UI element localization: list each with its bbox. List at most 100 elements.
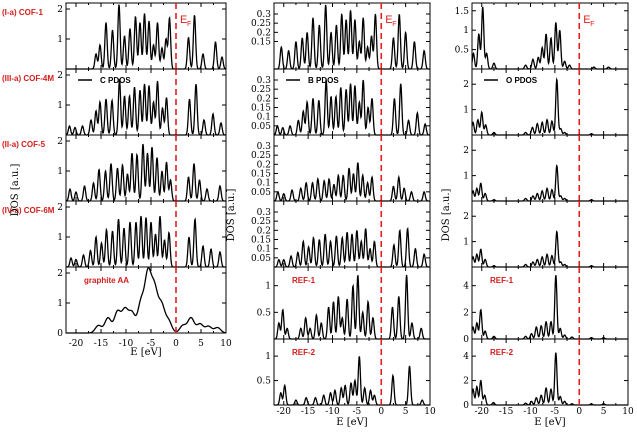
panel-1-3: 1 2 (II-a) COF-5: [2, 134, 227, 202]
dos-curve: [471, 6, 628, 70]
dos-curve: [65, 143, 226, 202]
panel-label: REF-2: [490, 348, 514, 357]
y-tick-label: 0.5: [257, 308, 272, 318]
dos-curve: [274, 4, 430, 70]
x-axis-label: E [eV]: [336, 417, 368, 428]
y-tick-label: 1.5: [455, 7, 470, 17]
y-tick-label: 0.1: [257, 245, 271, 255]
y-tick-label: 0.3: [257, 76, 272, 86]
dos-curve: [66, 4, 227, 70]
x-tick-label: -15: [499, 407, 514, 417]
y-tick-label: 0.5: [257, 377, 272, 387]
fermi-label: E: [583, 14, 590, 26]
y-tick-label: 0.1: [257, 179, 271, 189]
panel-label: (I-a) COF-1: [2, 8, 43, 17]
x-tick-label: 5: [403, 407, 409, 417]
dos-curve: [274, 227, 430, 268]
y-tick-label: 0.2: [257, 226, 271, 236]
x-tick-label: -5: [550, 407, 559, 417]
x-tick-label: -15: [301, 407, 316, 417]
x-tick-label: 0: [173, 339, 179, 349]
y-tick-label: 2: [463, 80, 469, 90]
y-tick-label: 0.15: [251, 170, 271, 180]
y-tick-label: 4: [463, 282, 469, 292]
x-tick-label: -5: [147, 339, 156, 349]
y-tick-label: 0.25: [251, 151, 271, 161]
panel-label: REF-1: [292, 276, 316, 285]
x-tick-label: -5: [352, 407, 361, 417]
x-tick-label: -10: [119, 339, 134, 349]
fermi-label-subscript: F: [392, 21, 396, 28]
y-tick-label: 0: [463, 335, 469, 345]
panel-frame: [471, 68, 629, 136]
fermi-label: E: [385, 14, 392, 26]
panel-3-1: 0.5 1 1.5 E F: [455, 2, 629, 70]
legend-label: C PDOS: [100, 76, 131, 85]
fermi-label-subscript: F: [590, 21, 594, 28]
dos-curve: [273, 79, 430, 136]
y-tick-label: 2: [57, 71, 63, 81]
x-tick-label: 10: [424, 407, 436, 417]
panel-label: REF-1: [490, 276, 514, 285]
y-tick-label: 0.2: [257, 28, 271, 38]
y-tick-label: 0.25: [251, 85, 271, 95]
x-tick-label: 10: [622, 407, 634, 417]
y-axis-label: DOS [a.u.]: [10, 164, 21, 217]
legend-label: O PDOS: [506, 76, 538, 85]
fermi-label: E: [180, 14, 187, 26]
panel-2-3: 0.050.10.150.20.250.3: [251, 134, 431, 202]
panel-3-5: 0 2 4 REF-1: [463, 266, 629, 345]
dos-curve: [471, 230, 628, 268]
panel-3-6: 0 2 4 REF-2: [463, 338, 629, 411]
x-tick-label: 5: [198, 339, 204, 349]
y-tick-label: 2: [463, 212, 469, 222]
y-tick-label: 1: [265, 282, 271, 292]
y-tick-label: 2: [463, 377, 469, 387]
y-tick-label: 1: [57, 167, 63, 177]
dos-curve: [66, 215, 226, 268]
y-tick-label: 1: [463, 238, 469, 248]
y-tick-label: 0.2: [257, 94, 271, 104]
y-tick-label: 0.05: [251, 254, 271, 264]
y-tick-label: 1: [463, 172, 469, 182]
column-1: 12(I-a) COF-1E F12(III-a) COF-4M C PDOS12(…: [2, 2, 232, 358]
panel-frame: [471, 134, 629, 202]
y-tick-label: 0.15: [251, 104, 271, 114]
panel-1-1: 1 2 (I-a) COF-1 E F: [2, 2, 227, 70]
y-tick-label: 0.3: [257, 208, 272, 218]
panel-3-3: 12: [463, 134, 629, 202]
y-tick-label: 1: [57, 299, 63, 309]
panel-label: (III-a) COF-4M: [2, 74, 54, 83]
x-tick-label: -15: [94, 339, 109, 349]
y-tick-label: 0.15: [251, 38, 271, 48]
dos-curve: [471, 164, 628, 202]
y-tick-label: 1: [57, 35, 63, 45]
y-tick-label: 2: [57, 269, 63, 279]
y-tick-label: 0.1: [257, 113, 271, 123]
fermi-label-subscript: F: [187, 21, 191, 28]
y-tick-label: 0.3: [257, 142, 272, 152]
panel-label: graphite AA: [84, 276, 129, 285]
panel-label: (IV-a) COF-6M: [2, 206, 55, 215]
x-tick-label: -20: [69, 339, 84, 349]
y-tick-label: 0.3: [257, 10, 272, 20]
y-tick-label: 0: [463, 401, 469, 411]
panel-1-4: 1 2(IV-a) COF-6M: [2, 200, 227, 268]
y-tick-label: 1: [463, 106, 469, 116]
column-2: 0.150.20.250.3 E F0.050.10.150.20.250.3 B P…: [226, 2, 436, 428]
panel-3-4: 12: [463, 200, 629, 268]
y-tick-label: 2: [463, 146, 469, 156]
x-axis-label: E [eV]: [534, 417, 566, 428]
panel-frame: [65, 266, 227, 334]
panel-frame: [273, 338, 431, 406]
y-tick-label: 1: [463, 26, 469, 36]
legend-label: B PDOS: [308, 76, 339, 85]
y-axis-label: DOS [a.u.]: [441, 189, 452, 242]
y-tick-label: 2: [57, 203, 63, 213]
panel-1-5: 0 1 2 graphite AA: [57, 266, 227, 339]
dos-curve: [471, 352, 628, 406]
x-tick-label: -20: [277, 407, 292, 417]
y-tick-label: 2: [57, 137, 63, 147]
y-tick-label: 1: [57, 101, 63, 111]
panel-2-5: 0.5 1 REF-1: [257, 266, 431, 340]
